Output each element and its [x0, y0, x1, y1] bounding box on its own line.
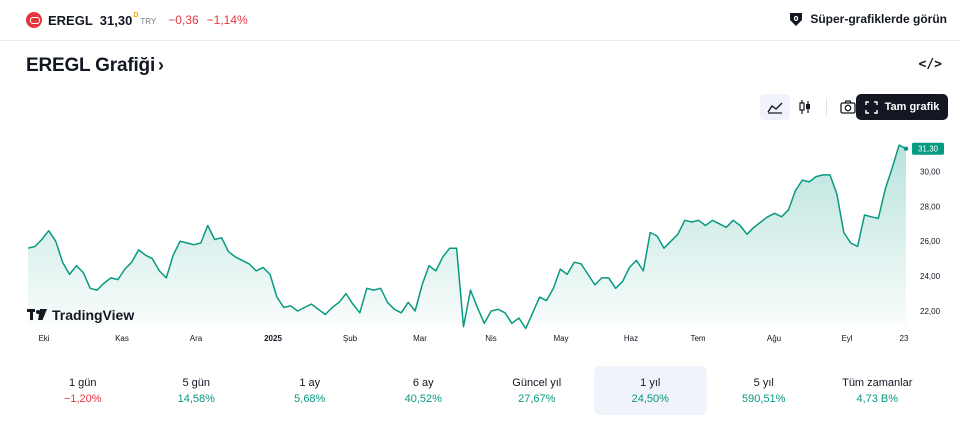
chart-page-title[interactable]: EREGL Grafiği › [26, 55, 164, 77]
chart-title-text: EREGL Grafiği [26, 55, 156, 76]
area-chart-icon [767, 102, 783, 114]
last-price-dot [903, 146, 909, 151]
period-change-value: 27,67% [518, 392, 556, 405]
price-line [27, 144, 907, 330]
super-charts-link[interactable]: 0 Süper-grafiklerde görün [788, 11, 947, 27]
fullscreen-icon [864, 100, 878, 114]
period-tab[interactable]: 1 gün −1,20% [26, 366, 140, 415]
embed-code-icon[interactable]: </> [918, 57, 942, 72]
period-label: Tüm zamanlar [842, 376, 913, 389]
last-price-tag: 31,30 [912, 142, 944, 155]
x-tick-label: Ara [190, 334, 203, 343]
x-tick-label: May [553, 334, 568, 343]
last-price-label: 31,30 [918, 145, 939, 154]
period-change-value: 40,52% [404, 392, 442, 405]
period-label: 6 ay [412, 376, 434, 389]
chevron-right-icon: › [158, 55, 164, 75]
y-tick-label: 30,00 [920, 167, 941, 176]
area-chart-button[interactable] [760, 94, 790, 120]
period-tab[interactable]: Tüm zamanlar 4,73 B% [821, 366, 935, 415]
period-change-value: 590,51% [742, 392, 786, 405]
x-tick-label: 23 [900, 334, 909, 343]
period-tab[interactable]: 5 yıl 590,51% [707, 366, 821, 415]
candles-icon [799, 100, 810, 114]
ticker-change: −0,36 [168, 13, 199, 27]
super-charts-icon: 0 [790, 13, 803, 26]
y-tick-label: 28,00 [920, 202, 941, 211]
x-tick-label: Şub [343, 334, 358, 343]
ticker-symbol: EREGL [48, 12, 93, 28]
ticker-summary[interactable]: EREGL 31,30 D TRY −0,36 −1,14% [26, 11, 248, 29]
x-tick-label: Tem [690, 334, 705, 343]
x-tick-label: Eyl [841, 334, 852, 343]
x-tick-label: Eki [38, 334, 49, 343]
delayed-data-marker: D [133, 11, 139, 19]
screenshot-button[interactable] [833, 94, 863, 120]
x-tick-label: 2025 [264, 334, 282, 343]
price-chart[interactable]: 22,00 24,00 26,00 28,00 30,00 31,30 Eki Kas Ar… [0, 125, 960, 350]
period-label: 1 gün [68, 376, 97, 389]
x-tick-label: Kas [115, 334, 129, 343]
tradingview-wordmark: TradingView [52, 307, 134, 323]
full-chart-button[interactable]: Tam grafik [856, 94, 948, 120]
x-axis: Eki Kas Ara 2025 Şub Mar Nis May Haz Tem Ağu Eyl 23 [38, 334, 909, 343]
super-charts-label: Süper-grafiklerde görün [810, 12, 947, 26]
period-label: 1 ay [299, 376, 321, 389]
camera-icon [840, 100, 856, 114]
company-logo-icon [26, 12, 42, 28]
toolbar-divider [826, 98, 827, 116]
x-tick-label: Nis [485, 334, 497, 343]
period-change-value: −1,20% [63, 392, 102, 405]
y-axis: 22,00 24,00 26,00 28,00 30,00 [920, 167, 941, 316]
y-tick-label: 22,00 [920, 307, 941, 316]
price-area-fill [28, 145, 906, 329]
tradingview-watermark: TradingView [27, 307, 134, 323]
period-tab[interactable]: 5 gün 14,58% [140, 366, 254, 415]
x-tick-label: Haz [624, 334, 638, 343]
period-label: 5 gün [182, 376, 211, 389]
ticker-currency: TRY [140, 16, 157, 26]
period-change-value: 14,58% [177, 392, 215, 405]
full-chart-label: Tam grafik [884, 101, 940, 113]
svg-text:0: 0 [794, 15, 799, 23]
period-tab[interactable]: Güncel yıl 27,67% [480, 366, 594, 415]
tradingview-logo-icon [27, 309, 47, 320]
top-bar: EREGL 31,30 D TRY −0,36 −1,14% 0 Süper-g… [0, 0, 960, 41]
ticker-change-percent: −1,14% [206, 13, 248, 27]
period-change-value: 4,73 B% [856, 392, 899, 405]
period-change-value: 5,68% [294, 392, 326, 405]
period-label: Güncel yıl [512, 376, 562, 389]
candles-chart-button[interactable] [790, 94, 820, 120]
period-label: 1 yıl [640, 376, 661, 389]
period-performance-tabs: 1 gün −1,20% 5 gün 14,58% 1 ay 5,68% 6 ay 40,52… [26, 366, 934, 415]
chart-toolbar [760, 94, 863, 120]
period-label: 5 yıl [753, 376, 774, 389]
period-tab[interactable]: 1 ay 5,68% [253, 366, 367, 415]
ticker-price: 31,30 [99, 12, 133, 28]
x-tick-label: Mar [413, 334, 427, 343]
period-change-value: 24,50% [631, 392, 669, 405]
period-tab[interactable]: 6 ay 40,52% [367, 366, 481, 415]
period-tab[interactable]: 1 yıl 24,50% [593, 366, 707, 415]
x-tick-label: Ağu [767, 334, 781, 343]
y-tick-label: 24,00 [920, 272, 941, 281]
y-tick-label: 26,00 [920, 237, 941, 246]
